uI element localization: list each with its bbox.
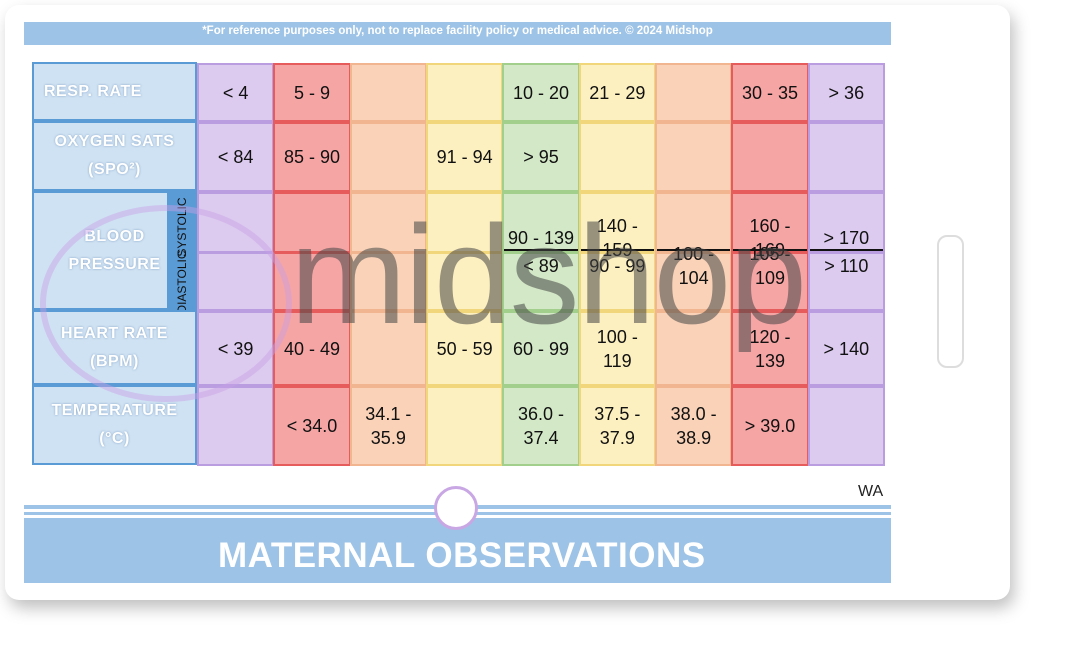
table-cell [578, 122, 656, 192]
table-cell: 21 - 29 [578, 63, 656, 122]
table-cell [426, 386, 504, 466]
table-cell [502, 251, 580, 311]
region: WA [858, 483, 884, 500]
table-cell [655, 251, 733, 311]
diastolic-value: > 110 [824, 256, 869, 276]
table-cell [426, 251, 504, 311]
table-cell: > 36 [807, 63, 885, 122]
table-cell [655, 311, 733, 386]
table-cell [655, 122, 733, 192]
table-cell: 5 - 9 [273, 63, 351, 122]
table-cell [349, 63, 427, 122]
diastolic-value: 100 - 104 [673, 244, 715, 288]
systolic-value: 90 - 139 [504, 227, 578, 251]
row-label: TEMPERATURE (°C) [32, 385, 197, 465]
table-cell [578, 251, 656, 311]
table-cell: > 39.0 [731, 386, 809, 466]
table-cell [349, 311, 427, 386]
systolic-value: 140 - 159 [580, 216, 654, 260]
table-cell [197, 386, 275, 466]
row-label: OXYGEN SATS (SPO²) [32, 121, 197, 191]
table-cell: 85 - 90 [273, 122, 351, 192]
table-cell: 100 - 119 [578, 311, 656, 386]
table-cell: 34.1 - 35.9 [349, 386, 427, 466]
table-cell [731, 122, 809, 192]
badge-slot [937, 235, 964, 368]
table-cell: 120 - 139 [731, 311, 809, 386]
diastolic-value: 105 - 109 [749, 244, 791, 288]
table-cell [807, 192, 885, 253]
table-cell: 91 - 94 [426, 122, 504, 192]
table-cell: > 140 [807, 311, 885, 386]
table-cell [731, 251, 809, 311]
table-cell: 36.0 - 37.4 [502, 386, 580, 466]
table-cell: 40 - 49 [273, 311, 351, 386]
diastolic-value [352, 254, 425, 278]
watermark-circle [40, 205, 292, 402]
systolic-value: > 170 [809, 227, 883, 251]
table-cell: 10 - 20 [502, 63, 580, 122]
diastolic-value: 90 - 99 [589, 256, 646, 276]
table-cell: > 95 [502, 122, 580, 192]
table-cell: < 4 [197, 63, 275, 122]
diastolic-value [428, 254, 501, 278]
table-cell [731, 192, 809, 253]
table-cell [426, 63, 504, 122]
table-cell: 50 - 59 [426, 311, 504, 386]
systolic-value [428, 227, 501, 251]
table-cell: < 34.0 [273, 386, 351, 466]
table-cell [807, 122, 885, 192]
diastolic-value: < 89 [523, 256, 559, 276]
table-cell: < 84 [197, 122, 275, 192]
table-cell [655, 63, 733, 122]
table-cell: 38.0 - 38.9 [655, 386, 733, 466]
systolic-value [275, 227, 348, 251]
table-cell [349, 251, 427, 311]
table-cell [807, 386, 885, 466]
table-cell [578, 192, 656, 253]
disclaimer: *For reference purposes only, not to rep… [24, 22, 891, 45]
table-cell [807, 251, 885, 311]
table-cell [349, 122, 427, 192]
table-cell: 37.5 - 37.9 [578, 386, 656, 466]
row-label: RESP. RATE [32, 62, 197, 121]
logo [434, 486, 478, 530]
table-cell: 60 - 99 [502, 311, 580, 386]
systolic-value [657, 227, 731, 251]
table-cell: 30 - 35 [731, 63, 809, 122]
systolic-value [352, 227, 425, 251]
